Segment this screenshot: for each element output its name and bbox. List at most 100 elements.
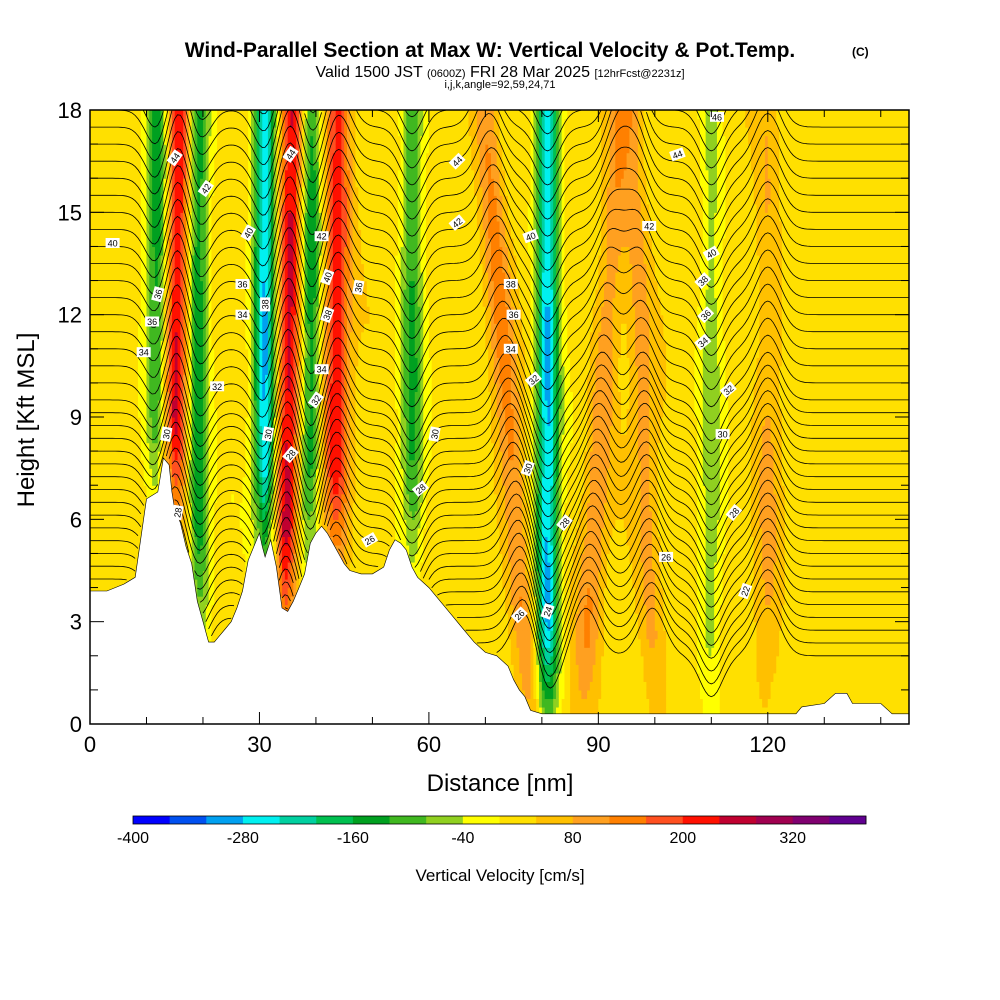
- velocity-cell: [174, 186, 179, 196]
- velocity-cell: [180, 348, 184, 358]
- velocity-cell: [129, 152, 133, 162]
- velocity-cell: [112, 527, 117, 537]
- velocity-cell: [146, 195, 150, 205]
- velocity-cell: [106, 169, 111, 179]
- velocity-cell: [118, 195, 122, 205]
- velocity-cell: [109, 382, 114, 393]
- velocity-cell: [129, 161, 133, 171]
- velocity-cell: [118, 237, 122, 248]
- velocity-cell: [95, 127, 100, 137]
- velocity-cell: [194, 468, 198, 478]
- velocity-cell: [177, 263, 181, 273]
- velocity-cell: [98, 289, 102, 299]
- velocity-cell: [92, 382, 97, 393]
- velocity-cell: [126, 212, 131, 222]
- velocity-cell: [188, 306, 193, 316]
- velocity-cell: [169, 391, 173, 401]
- velocity-cell: [169, 382, 173, 393]
- velocity-cell: [163, 417, 167, 427]
- velocity-cell: [191, 561, 196, 572]
- velocity-cell: [180, 144, 184, 154]
- velocity-cell: [166, 323, 170, 333]
- velocity-cell: [146, 408, 150, 418]
- velocity-cell: [112, 161, 117, 171]
- velocity-cell: [138, 485, 142, 495]
- velocity-cell: [95, 229, 100, 239]
- velocity-cell: [171, 297, 176, 307]
- velocity-cell: [177, 237, 181, 248]
- velocity-cell: [183, 408, 187, 418]
- velocity-cell: [112, 127, 117, 137]
- velocity-cell: [191, 254, 196, 265]
- velocity-cell: [194, 425, 198, 435]
- velocity-cell: [194, 169, 198, 179]
- velocity-cell: [126, 442, 131, 452]
- velocity-cell: [163, 212, 167, 222]
- velocity-cell: [129, 237, 133, 248]
- velocity-cell: [149, 161, 153, 171]
- velocity-cell: [197, 280, 201, 290]
- velocity-cell: [146, 169, 150, 179]
- velocity-cell: [118, 152, 122, 162]
- velocity-cell: [101, 442, 105, 452]
- velocity-cell: [188, 127, 193, 137]
- velocity-cell: [157, 297, 162, 307]
- velocity-cell: [121, 237, 125, 248]
- velocity-cell: [138, 203, 142, 213]
- velocity-cell: [171, 144, 176, 154]
- velocity-cell: [174, 220, 179, 230]
- velocity-cell: [90, 417, 94, 427]
- velocity-cell: [197, 212, 201, 222]
- velocity-cell: [132, 442, 136, 452]
- velocity-cell: [112, 186, 117, 196]
- velocity-cell: [140, 127, 145, 137]
- velocity-cell: [191, 289, 196, 299]
- velocity-cell: [129, 510, 133, 520]
- subtitle-utc: (0600Z): [427, 68, 466, 80]
- velocity-cell: [191, 527, 196, 537]
- velocity-cell: [174, 161, 179, 171]
- velocity-cell: [194, 536, 198, 546]
- velocity-cell: [98, 527, 102, 537]
- velocity-cell: [174, 272, 179, 282]
- velocity-cell: [194, 561, 198, 572]
- velocity-cell: [118, 297, 122, 307]
- velocity-cell: [104, 340, 108, 350]
- velocity-cell: [194, 459, 198, 469]
- velocity-cell: [146, 135, 150, 145]
- velocity-cell: [104, 553, 108, 563]
- velocity-cell: [174, 118, 179, 128]
- velocity-cell: [92, 297, 97, 307]
- velocity-cell: [118, 229, 122, 239]
- velocity-cell: [146, 178, 150, 188]
- velocity-cell: [101, 178, 105, 188]
- velocity-cell: [188, 382, 193, 393]
- velocity-cell: [112, 254, 117, 265]
- velocity-cell: [194, 237, 198, 248]
- velocity-cell: [174, 417, 179, 427]
- velocity-cell: [188, 425, 193, 435]
- velocity-cell: [101, 280, 105, 290]
- velocity-cell: [183, 468, 187, 478]
- velocity-cell: [146, 340, 150, 350]
- velocity-cell: [129, 280, 133, 290]
- velocity-cell: [104, 306, 108, 316]
- velocity-cell: [112, 391, 117, 401]
- velocity-cell: [188, 118, 193, 128]
- velocity-cell: [197, 169, 201, 179]
- velocity-cell: [166, 144, 170, 154]
- velocity-cell: [90, 254, 94, 265]
- velocity-cell: [98, 306, 102, 316]
- velocity-cell: [121, 229, 125, 239]
- velocity-cell: [160, 246, 165, 256]
- velocity-cell: [191, 263, 196, 273]
- velocity-cell: [180, 195, 184, 205]
- velocity-cell: [101, 399, 105, 410]
- velocity-cell: [138, 510, 142, 520]
- velocity-cell: [135, 229, 139, 239]
- velocity-cell: [188, 323, 193, 333]
- velocity-cell: [126, 118, 131, 128]
- velocity-cell: [129, 561, 133, 572]
- velocity-cell: [194, 314, 198, 324]
- velocity-cell: [143, 289, 148, 299]
